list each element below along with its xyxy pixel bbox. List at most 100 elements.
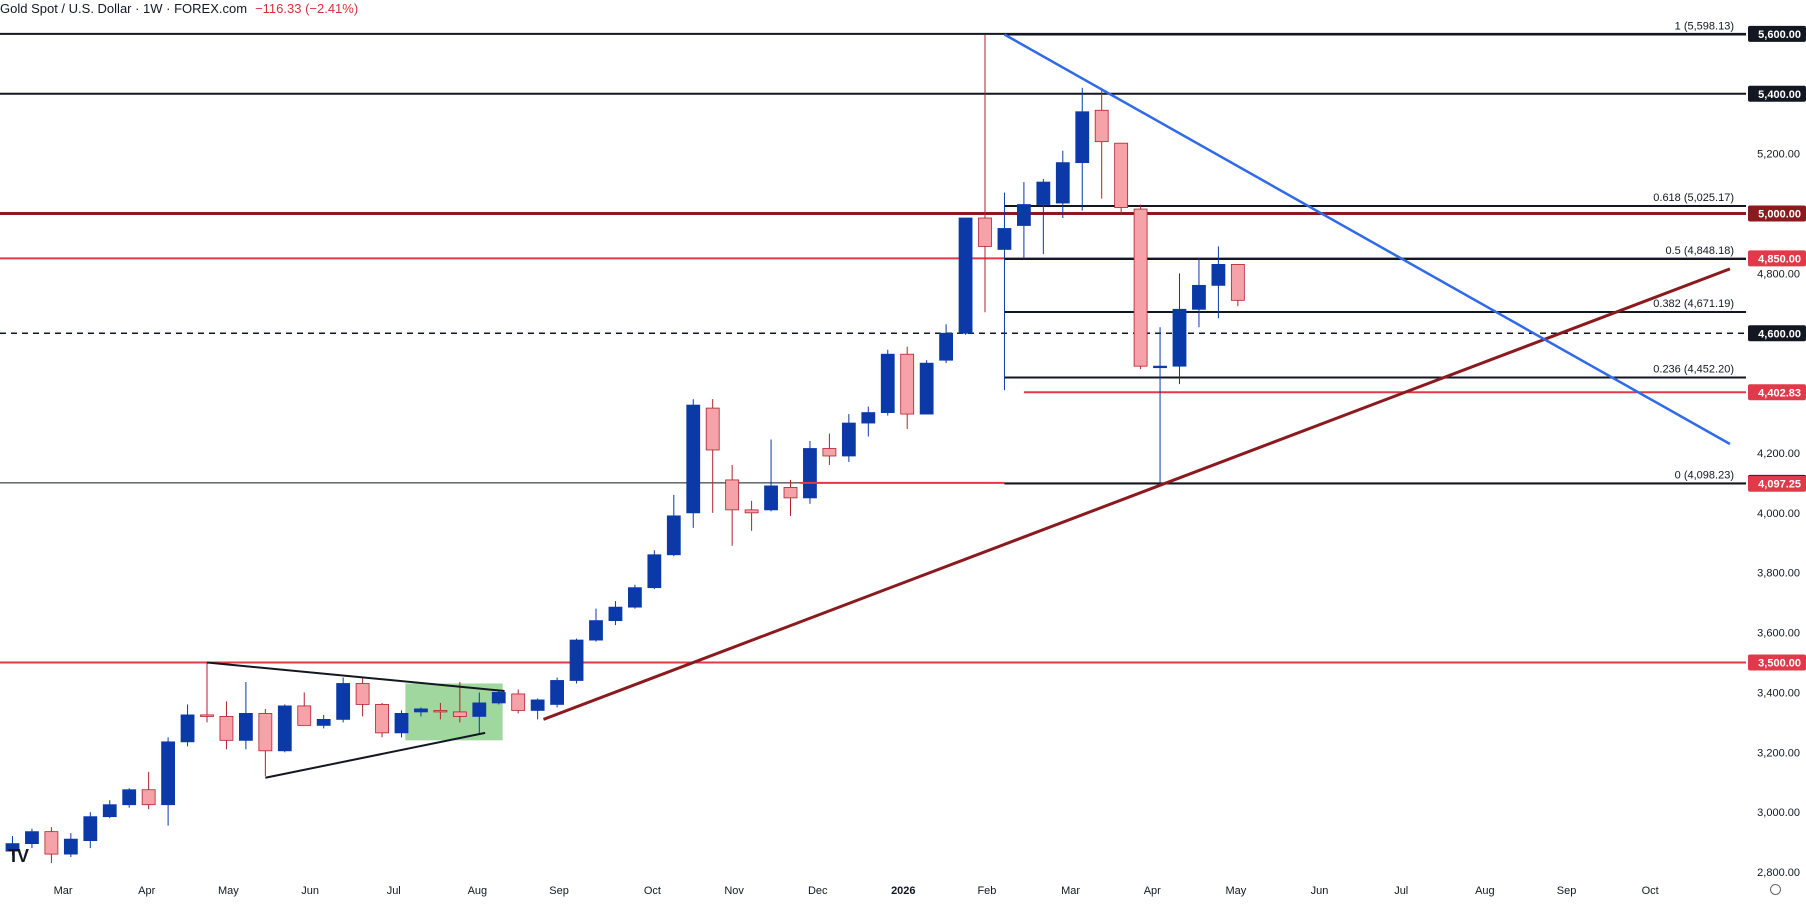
candle bbox=[1211, 246, 1226, 319]
candle bbox=[705, 399, 720, 513]
x-tick-label: Jul bbox=[1394, 885, 1408, 897]
candle bbox=[44, 827, 59, 864]
trendline-support bbox=[542, 267, 1731, 721]
candle-body bbox=[394, 713, 409, 734]
candle bbox=[491, 689, 506, 705]
chart-header: Gold Spot / U.S. Dollar · 1W · FOREX.com… bbox=[0, 1, 363, 16]
candle bbox=[1230, 264, 1245, 307]
fib-label-0.236: 0.236 (4,452.20) bbox=[1653, 363, 1734, 375]
candle-body bbox=[102, 804, 117, 818]
candle-body bbox=[336, 683, 351, 720]
candle bbox=[452, 681, 467, 723]
candle bbox=[25, 828, 39, 849]
candle-body bbox=[1075, 111, 1090, 164]
candle-body bbox=[414, 708, 428, 713]
candle-body bbox=[900, 353, 915, 415]
candle bbox=[589, 608, 603, 642]
candle bbox=[919, 360, 934, 415]
candle-body bbox=[939, 332, 953, 361]
price-tag-label: 3,500.00 bbox=[1758, 658, 1801, 670]
candle-body bbox=[316, 718, 331, 726]
candle bbox=[472, 692, 487, 735]
candle-body bbox=[958, 217, 973, 334]
candle bbox=[725, 464, 740, 546]
fibonacci-layer: 1 (5,598.13) 0.618 (5,025.17) 0.5 (4,848.1… bbox=[1004, 20, 1746, 485]
candle bbox=[297, 692, 312, 726]
candle bbox=[336, 677, 351, 723]
candle-body bbox=[63, 838, 78, 855]
candle-body bbox=[1153, 365, 1167, 369]
candle bbox=[1017, 182, 1031, 259]
tradingview-logo-icon[interactable]: TV bbox=[8, 846, 29, 866]
candle-body bbox=[1114, 142, 1129, 208]
candle-body bbox=[375, 704, 389, 734]
candle bbox=[161, 737, 176, 826]
candle bbox=[122, 788, 137, 808]
candle bbox=[5, 836, 20, 856]
candle bbox=[1192, 258, 1206, 328]
fib-label-0: 0 (4,098.23) bbox=[1675, 469, 1734, 481]
candle bbox=[647, 550, 662, 590]
fib-label-1: 1 (5,598.13) bbox=[1675, 20, 1734, 32]
time-axis-layer: Mar Apr May Jun Jul Aug Sep Oct Nov Dec 2026 Feb Mar… bbox=[54, 885, 1659, 897]
candle-body bbox=[511, 693, 526, 711]
gear-icon[interactable] bbox=[1770, 884, 1781, 895]
price-tag-label: 4,850.00 bbox=[1758, 253, 1801, 265]
price-tag-bg bbox=[1748, 85, 1806, 102]
price-tag-label: 4,600.00 bbox=[1758, 328, 1801, 340]
x-tick-label: 2026 bbox=[891, 885, 915, 897]
candle bbox=[686, 399, 701, 528]
candle bbox=[355, 677, 370, 717]
price-tag-label: 5,400.00 bbox=[1758, 89, 1801, 101]
candle-body bbox=[1211, 264, 1226, 286]
candle-body bbox=[200, 714, 214, 717]
candle-body bbox=[44, 831, 59, 855]
candle bbox=[822, 433, 837, 465]
candle-body bbox=[764, 485, 778, 511]
x-tick-label: Jun bbox=[1311, 885, 1329, 897]
x-tick-label: Feb bbox=[977, 885, 996, 897]
candle-body bbox=[1192, 284, 1206, 310]
x-tick-label: Oct bbox=[644, 885, 661, 897]
y-tick-label: 2,800.00 bbox=[1757, 867, 1800, 879]
y-tick-label: 4,800.00 bbox=[1757, 268, 1800, 280]
y-tick-label: 3,400.00 bbox=[1757, 687, 1800, 699]
candle-body bbox=[861, 412, 876, 424]
y-tick-label: 3,600.00 bbox=[1757, 628, 1800, 640]
candle-body bbox=[978, 217, 992, 247]
candle bbox=[1055, 150, 1070, 219]
y-tick-label: 3,200.00 bbox=[1757, 747, 1800, 759]
candle bbox=[939, 324, 953, 364]
candle-body bbox=[122, 789, 137, 806]
candle bbox=[1075, 87, 1090, 211]
y-tick-label: 3,000.00 bbox=[1757, 807, 1800, 819]
candle-body bbox=[569, 639, 584, 681]
price-tag-bg bbox=[1748, 325, 1806, 342]
x-tick-label: Sep bbox=[549, 885, 569, 897]
candle bbox=[628, 584, 642, 609]
candle-body bbox=[841, 422, 856, 457]
fib-label-0.618: 0.618 (5,025.17) bbox=[1653, 192, 1734, 204]
x-tick-label: May bbox=[1226, 885, 1247, 897]
x-tick-label: Mar bbox=[54, 885, 73, 897]
x-tick-label: Oct bbox=[1642, 885, 1659, 897]
candle bbox=[394, 710, 409, 738]
price-tag-label: 4,402.83 bbox=[1758, 387, 1801, 399]
candle bbox=[63, 833, 78, 858]
candle-body bbox=[433, 710, 448, 713]
trendline-triangle-bottom bbox=[265, 731, 486, 779]
candle-body bbox=[880, 353, 895, 413]
candle-body bbox=[1230, 264, 1245, 301]
candle bbox=[550, 677, 564, 708]
x-tick-label: Apr bbox=[1144, 885, 1161, 897]
candle bbox=[569, 638, 584, 684]
price-tag-bg bbox=[1748, 475, 1806, 492]
price-tag-bg bbox=[1748, 250, 1806, 267]
candle-body bbox=[822, 448, 837, 457]
candle-body bbox=[1133, 208, 1148, 367]
x-tick-label: Nov bbox=[724, 885, 744, 897]
price-tag-label: 5,600.00 bbox=[1758, 29, 1801, 41]
price-tag-bg bbox=[1748, 25, 1806, 42]
